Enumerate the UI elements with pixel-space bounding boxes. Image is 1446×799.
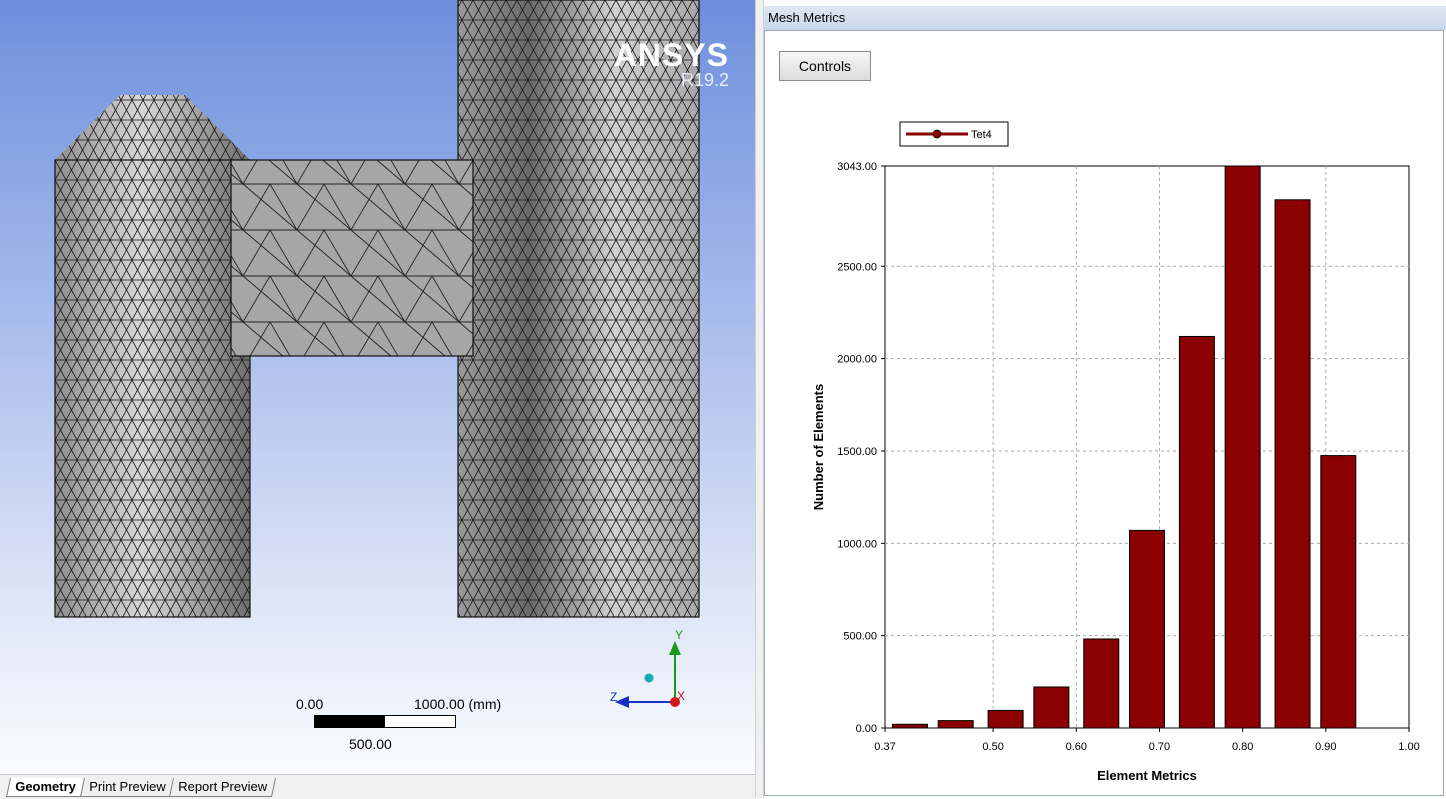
tab-geometry[interactable]: Geometry [5,778,85,797]
x-tick-label: 0.90 [1315,741,1336,753]
x-tick-label: 0.50 [982,741,1003,753]
y-tick-label: 2000.00 [837,354,877,366]
x-tick-label: 0.60 [1066,741,1087,753]
triad-y-label: Y [675,628,683,642]
bar [1083,638,1120,729]
y-tick-label: 1000.00 [837,538,877,550]
logo-brand: ANSYS [613,37,729,73]
mesh-metrics-chart[interactable]: 0.00 500.00 1000.00 1500.00 2000.00 2500.00 30… [764,0,1446,798]
scale-start: 0.00 [296,696,324,712]
tab-print-preview[interactable]: Print Preview [79,778,175,797]
legend-label: Tet4 [971,129,992,141]
bar [891,723,928,729]
x-tick-label: 1.00 [1398,741,1419,753]
connector-block [230,159,474,357]
axis-triad[interactable]: Y Z X [605,625,705,720]
bar [1129,529,1165,729]
tab-report-preview[interactable]: Report Preview [169,778,277,797]
triad-z-label: Z [610,690,617,704]
mesh-model[interactable] [0,0,755,774]
scale-bar: 0.00 1000.00 (mm) 500.00 [296,696,526,756]
bar [1224,165,1261,729]
mesh-metrics-panel: Mesh Metrics Controls 0.00 500.00 1000.00 1… [764,0,1446,798]
left-cylinder [54,95,251,618]
x-tick-label: 0.70 [1149,741,1170,753]
y-axis-label: Number of Elements [811,384,826,510]
graphics-viewport[interactable]: ANSYS R19.2 0.00 1000.00 (mm) 500.00 Y Z… [0,0,755,798]
legend-marker [932,129,942,139]
y-tick-label: 2500.00 [837,261,877,273]
controls-button[interactable]: Controls [779,51,871,81]
scale-end: 1000.00 (mm) [414,696,502,712]
y-tick-label: 1500.00 [837,446,877,458]
panel-splitter[interactable] [755,0,764,798]
bar [987,709,1024,729]
triad-x-label: X [677,689,685,703]
bar [1178,335,1215,729]
ansys-logo: ANSYS R19.2 [613,37,729,90]
x-axis-label: Element Metrics [1097,768,1197,783]
bar [1320,455,1357,729]
y-tick-label: 0.00 [856,723,877,735]
viewport-tab-bar: Geometry Print Preview Report Preview [0,774,755,799]
bar [1033,686,1070,729]
scale-mid: 500.00 [349,736,392,752]
panel-title: Mesh Metrics [764,6,1446,30]
panel-frame [764,30,1444,796]
scale-ruler [314,715,456,728]
y-tick-label: 3043.00 [837,161,877,173]
right-cylinder [457,0,700,618]
bar [937,720,974,729]
x-tick-label: 0.37 [874,741,895,753]
logo-version: R19.2 [680,70,729,90]
y-tick-label: 500.00 [843,631,877,643]
x-tick-label: 0.80 [1232,741,1253,753]
bar [1274,199,1311,729]
